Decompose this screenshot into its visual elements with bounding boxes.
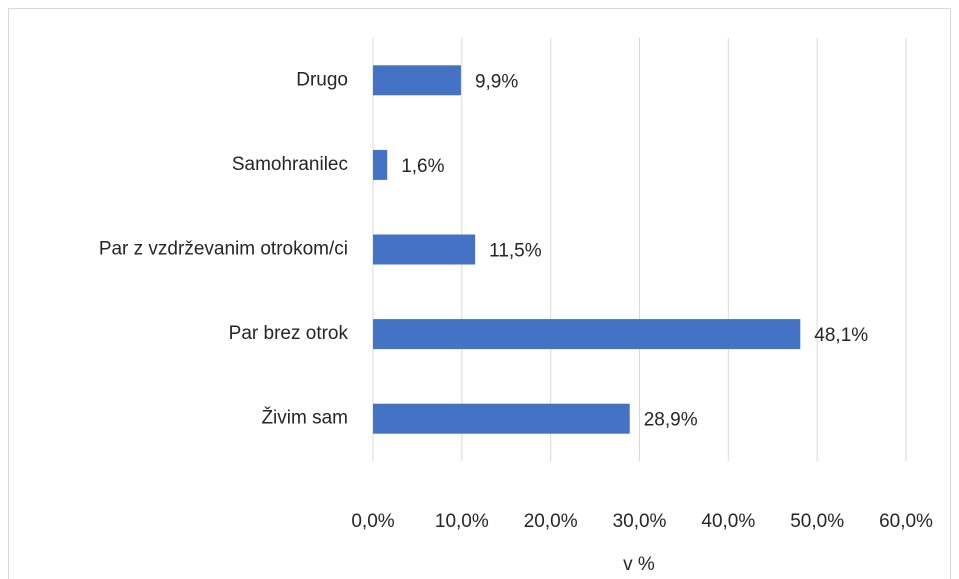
x-tick-label: 50,0% (790, 511, 844, 532)
x-tick-label: 40,0% (701, 511, 755, 532)
x-tick-label: 0,0% (351, 511, 394, 532)
chart-frame (8, 8, 951, 579)
x-tick-label: 60,0% (879, 511, 933, 532)
x-axis-label: v % (623, 554, 655, 575)
x-tick-label: 10,0% (435, 511, 489, 532)
bar (373, 65, 461, 96)
data-label: 48,1% (814, 325, 868, 346)
bar (373, 149, 388, 180)
data-label: 1,6% (401, 156, 444, 177)
bar (373, 403, 630, 434)
y-tick-label: Par z vzdrževanim otrokom/ci (99, 239, 348, 260)
x-tick-label: 20,0% (524, 511, 578, 532)
bar (373, 234, 476, 265)
bar (373, 319, 801, 350)
data-label: 28,9% (644, 410, 698, 431)
x-tick-label: 30,0% (613, 511, 667, 532)
y-tick-label: Živim sam (261, 407, 348, 429)
y-tick-label: Drugo (296, 69, 348, 90)
y-tick-label: Par brez otrok (229, 323, 349, 344)
y-tick-label: Samohranilec (232, 154, 348, 175)
data-label: 11,5% (489, 241, 542, 262)
data-label: 9,9% (475, 71, 518, 92)
